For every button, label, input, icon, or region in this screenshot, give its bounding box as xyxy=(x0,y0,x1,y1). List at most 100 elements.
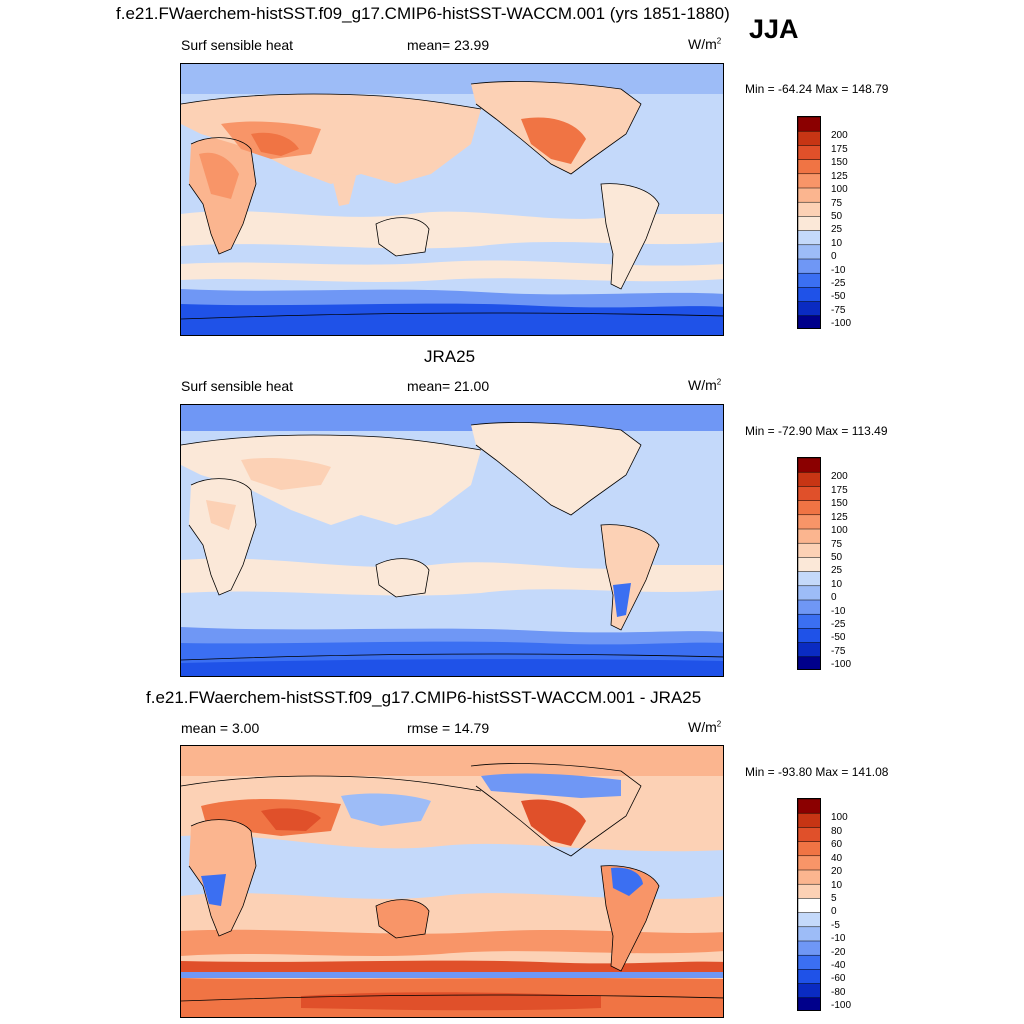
colorbar-swatch xyxy=(797,954,823,971)
colorbar-tick-label: -80 xyxy=(831,986,846,998)
colorbar-swatch xyxy=(797,130,823,147)
panel3-mean-label: mean = 3.00 xyxy=(181,720,260,736)
colorbar-swatch xyxy=(797,841,823,857)
colorbar-swatch xyxy=(797,514,823,530)
colorbar-tick-label: 100 xyxy=(831,812,848,824)
panel3-minmax: Min = -93.80 Max = 141.08 xyxy=(745,765,889,779)
colorbar-tick-label: 75 xyxy=(831,197,843,209)
season-label: JJA xyxy=(749,14,799,44)
colorbar-tick-label: -5 xyxy=(831,919,840,931)
colorbar-swatch xyxy=(797,827,823,843)
panel1-map xyxy=(180,63,724,336)
panel1-units: W/m2 xyxy=(688,36,722,52)
panel2-map-field xyxy=(181,405,723,676)
panel2-variable-label: Surf sensible heat xyxy=(181,378,294,394)
colorbar-tick-label: 200 xyxy=(831,471,848,483)
colorbar-tick-label: 75 xyxy=(831,538,843,550)
colorbar-tick-label: 175 xyxy=(831,143,848,155)
panel2-minmax: Min = -72.90 Max = 113.49 xyxy=(745,424,888,438)
colorbar-swatch xyxy=(797,571,823,587)
panel2-units: W/m2 xyxy=(688,377,722,393)
colorbar-swatch xyxy=(797,599,823,615)
colorbar-swatch xyxy=(797,244,823,260)
colorbar-tick-label: -10 xyxy=(831,605,846,617)
colorbar-tick-label: 10 xyxy=(831,237,843,249)
colorbar-swatch xyxy=(797,201,823,218)
colorbar-swatch xyxy=(797,869,823,885)
panel1-mean-label: mean= 23.99 xyxy=(407,37,490,53)
colorbar-tick-label: 150 xyxy=(831,498,848,510)
colorbar-swatch xyxy=(797,883,823,900)
colorbar-tick-label: -50 xyxy=(831,632,846,644)
panel1-title: f.e21.FWaerchem-histSST.f09_g17.CMIP6-hi… xyxy=(116,4,730,23)
colorbar-tick-label: 150 xyxy=(831,157,848,169)
colorbar-swatch xyxy=(797,272,823,289)
colorbar-swatch xyxy=(797,997,823,1013)
colorbar-tick-label: -25 xyxy=(831,278,846,289)
colorbar-tick-label: 125 xyxy=(831,511,848,523)
colorbar-tick-label: -100 xyxy=(831,1000,852,1012)
colorbar-tick-label: 175 xyxy=(831,484,848,496)
colorbar-swatch xyxy=(797,287,823,303)
colorbar-tick-label: -40 xyxy=(831,960,846,971)
colorbar-swatch xyxy=(797,315,823,331)
colorbar-swatch xyxy=(797,230,823,246)
colorbar-tick-label: -50 xyxy=(831,291,846,303)
panel2-map xyxy=(180,404,724,677)
colorbar-tick-label: -75 xyxy=(831,645,846,657)
colorbar-tick-label: 10 xyxy=(831,578,843,590)
colorbar-swatch xyxy=(797,116,823,132)
colorbar-tick-label: 25 xyxy=(831,565,843,577)
colorbar-swatch xyxy=(797,173,823,189)
colorbar-swatch xyxy=(797,500,823,516)
colorbar-swatch xyxy=(797,926,823,942)
colorbar-tick-label: 100 xyxy=(831,184,848,196)
colorbar-tick-label: 40 xyxy=(831,852,843,864)
colorbar-tick-label: -10 xyxy=(831,933,846,945)
colorbar-tick-label: -75 xyxy=(831,304,846,316)
colorbar-swatch xyxy=(797,187,823,203)
colorbar-tick-label: 125 xyxy=(831,170,848,182)
colorbar-swatch xyxy=(797,656,823,672)
colorbar-swatch xyxy=(797,812,823,829)
colorbar-swatch xyxy=(797,216,823,232)
panel1-minmax: Min = -64.24 Max = 148.79 xyxy=(745,82,889,96)
colorbar-tick-label: 20 xyxy=(831,866,843,878)
colorbar-tick-label: 10 xyxy=(831,879,843,891)
colorbar-tick-label: -25 xyxy=(831,619,846,630)
colorbar-swatch xyxy=(797,983,823,999)
colorbar-swatch xyxy=(797,557,823,573)
colorbar-swatch xyxy=(797,940,823,956)
panel1-colorbar-swatches xyxy=(797,116,823,331)
panel3-map-field xyxy=(181,746,723,1017)
colorbar-swatch xyxy=(797,528,823,544)
panel3-rmse-label: rmse = 14.79 xyxy=(407,720,490,736)
panel3-title: f.e21.FWaerchem-histSST.f09_g17.CMIP6-hi… xyxy=(146,688,702,707)
colorbar-tick-label: -10 xyxy=(831,264,846,276)
colorbar-tick-label: -60 xyxy=(831,973,846,985)
colorbar-swatch xyxy=(797,159,823,175)
colorbar-tick-label: 25 xyxy=(831,224,843,236)
colorbar-tick-label: -100 xyxy=(831,318,852,330)
colorbar-tick-label: 50 xyxy=(831,551,843,563)
colorbar-swatch xyxy=(797,585,823,601)
colorbar-swatch xyxy=(797,798,823,814)
colorbar-swatch xyxy=(797,301,823,317)
panel3-colorbar-swatches xyxy=(797,798,823,1013)
panel1-colorbar: 200 175 150 125 100 75 50 25 10 0 -10 -25 -50 -75 -100 xyxy=(797,116,851,334)
colorbar-swatch xyxy=(797,912,823,928)
colorbar-swatch xyxy=(797,969,823,985)
panel1-variable-label: Surf sensible heat xyxy=(181,37,294,53)
colorbar-tick-label: 0 xyxy=(831,906,837,918)
colorbar-tick-label: 200 xyxy=(831,130,848,142)
colorbar-tick-label: 60 xyxy=(831,839,843,851)
colorbar-tick-label: 0 xyxy=(831,592,837,604)
colorbar-tick-label: 100 xyxy=(831,525,848,537)
colorbar-tick-label: -20 xyxy=(831,946,846,958)
panel3-map xyxy=(180,745,724,1018)
colorbar-swatch xyxy=(797,486,823,502)
panel2-mean-label: mean= 21.00 xyxy=(407,378,490,394)
colorbar-tick-label: -100 xyxy=(831,659,852,671)
panel2-colorbar: 200 175 150 125 100 75 50 25 10 0 -10 -25 -50 -75 -100 xyxy=(797,457,851,675)
colorbar-swatch xyxy=(797,613,823,630)
